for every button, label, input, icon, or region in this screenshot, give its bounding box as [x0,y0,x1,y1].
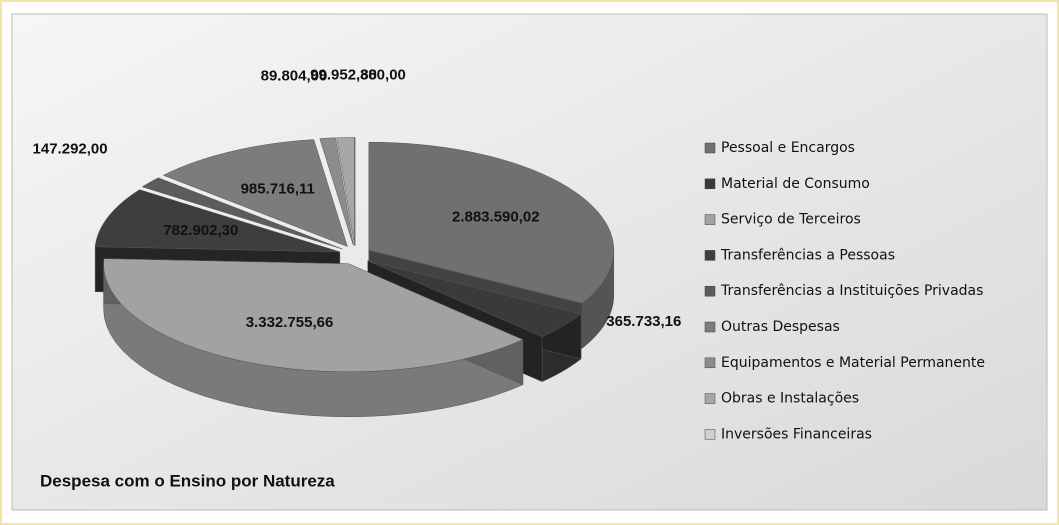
legend-swatch [704,429,716,440]
legend-swatch [704,250,716,261]
slice [336,137,355,246]
legend-label: Serviço de Terceiros [721,212,861,228]
slice [94,189,340,253]
slice [162,139,348,247]
data-label: 99.952,80 [310,67,377,84]
legend-swatch [704,214,716,225]
chart-title: Despesa com o Ensino por Natureza [40,471,335,490]
data-label: 147.292,00 [33,141,108,158]
legend-label: Transferências a Instituições Privadas [720,283,983,299]
slice [103,258,524,373]
legend-label: Transferências a Pessoas [720,247,895,263]
data-label: 2.883.590,02 [452,208,540,225]
legend-label: Material de Consumo [721,176,870,192]
legend-label: Outras Despesas [721,319,840,335]
data-label: 985.716,11 [241,180,315,197]
data-label: 782.902,30 [163,222,238,239]
data-label: 89.804,00 [261,67,328,84]
legend-label: Obras e Instalações [721,391,859,407]
slice [367,260,582,337]
data-label: 365.733,16 [606,313,681,330]
legend-label: Inversões Financeiras [721,426,872,442]
data-label: 3.332.755,66 [246,314,334,331]
legend-swatch [704,321,716,333]
legend-label: Pessoal e Encargos [721,140,855,156]
slice [319,137,354,246]
legend-swatch [704,285,716,297]
legend-swatch [704,142,716,154]
legend-swatch [704,178,716,190]
legend-swatch [704,393,716,404]
slice [141,177,343,250]
data-label: 380,00 [360,67,406,84]
slice [368,141,615,304]
legend-label: Equipamentos e Material Permanente [721,355,985,371]
legend-swatch [704,357,716,369]
